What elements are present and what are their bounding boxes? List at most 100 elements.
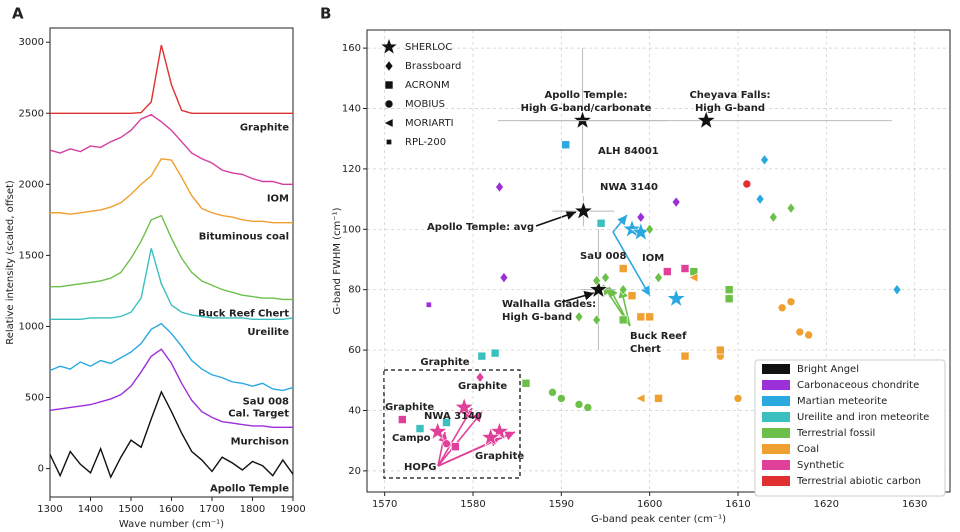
annotation: IOM	[642, 253, 664, 264]
y-tick-label: 0	[38, 464, 44, 475]
legend-box	[754, 359, 946, 497]
legend-swatch	[762, 460, 790, 470]
x-tick-label: 1620	[814, 499, 839, 510]
x-tick-label: 1630	[902, 499, 927, 510]
marker	[557, 394, 566, 403]
annotation: HOPG	[404, 462, 436, 473]
annotation: High G-band	[502, 312, 572, 323]
y-tick-label: 100	[342, 224, 361, 235]
annotation: Walhalla Glades:	[502, 299, 596, 310]
x-tick-label: 1300	[37, 504, 62, 515]
marker	[760, 154, 769, 166]
legend-label: MORIARTI	[405, 118, 454, 129]
annotation: Chert	[630, 344, 661, 355]
legend-marker	[386, 139, 392, 145]
marker	[477, 351, 487, 361]
y-axis-label: G-band FWHM (cm⁻¹)	[332, 207, 343, 314]
x-axis-label: G-band peak center (cm⁻¹)	[591, 514, 726, 525]
panel-label: A	[12, 5, 24, 23]
marker	[592, 314, 602, 326]
panel-label: B	[320, 5, 331, 23]
legend-swatch	[762, 476, 790, 486]
marker	[574, 400, 584, 409]
legend-label: Synthetic	[797, 460, 844, 471]
marker	[592, 274, 602, 287]
marker	[398, 415, 407, 424]
legend-swatch	[762, 444, 790, 454]
marker	[451, 442, 460, 452]
spectrum-line	[49, 113, 293, 186]
marker	[654, 271, 663, 284]
series-label: Ureilite	[247, 327, 289, 338]
marker	[499, 271, 509, 284]
marker	[480, 426, 501, 447]
marker	[755, 193, 765, 205]
legend-label: ACRONM	[405, 80, 450, 91]
y-tick-label: 120	[342, 164, 361, 175]
annotation: Cheyava Falls:	[689, 90, 770, 101]
arrow	[561, 290, 595, 303]
annotation: Apollo Temple: avg	[427, 222, 534, 233]
marker	[696, 109, 717, 130]
legend-label: Carbonaceous chondrite	[797, 380, 919, 391]
y-tick-label: 1000	[19, 321, 44, 332]
annotation: Graphite	[458, 381, 507, 392]
annotation: NWA 3140	[600, 182, 658, 193]
y-tick-label: 20	[348, 466, 361, 477]
marker	[618, 315, 628, 325]
series-label: Murchison	[231, 436, 289, 447]
marker	[688, 272, 699, 283]
spectrum-line	[49, 322, 294, 392]
plot-frame	[366, 29, 951, 493]
marker	[618, 283, 628, 296]
x-tick-label: 1800	[240, 504, 265, 515]
marker	[636, 211, 646, 223]
marker	[618, 264, 628, 273]
y-tick-label: 160	[342, 43, 361, 54]
marker	[490, 348, 500, 358]
marker	[786, 297, 796, 307]
marker	[645, 223, 655, 235]
marker	[601, 271, 610, 284]
y-axis-label: Relative intensity (scaled, offset)	[5, 180, 16, 345]
annotation: Campo	[392, 433, 431, 444]
marker	[489, 420, 510, 441]
marker	[724, 294, 734, 304]
legend-label: SHERLOC	[405, 42, 452, 53]
marker	[548, 388, 557, 397]
marker	[768, 211, 778, 223]
annotation: Buck Reef	[630, 331, 687, 342]
marker	[680, 351, 690, 361]
legend-marker	[384, 99, 394, 109]
y-tick-label: 60	[348, 345, 361, 356]
marker	[724, 285, 734, 294]
y-tick-label: 2000	[19, 179, 44, 190]
annotation: High G-band	[695, 103, 765, 114]
arrow	[437, 411, 483, 467]
x-tick-label: 1580	[460, 499, 485, 510]
marker	[442, 418, 451, 427]
legend-swatch	[762, 428, 790, 438]
y-tick-label: 1500	[19, 250, 44, 261]
annotation: Graphite	[475, 451, 524, 462]
legend-label: Martian meteorite	[797, 396, 887, 407]
annotation: High G-band/carbonate	[521, 103, 652, 114]
y-tick-label: 80	[348, 285, 361, 296]
inset-box	[383, 369, 521, 479]
marker	[645, 312, 654, 322]
marker	[561, 140, 571, 150]
series-label: Cal. Target	[228, 409, 289, 420]
marker	[786, 202, 796, 214]
annotation: ALH 84001	[598, 146, 659, 157]
x-tick-label: 1500	[118, 504, 143, 515]
annotation: NWA 3140	[424, 411, 482, 422]
legend-label: Coal	[797, 444, 819, 455]
y-tick-label: 40	[348, 405, 361, 416]
marker	[733, 394, 743, 403]
x-tick-label: 1570	[372, 499, 397, 510]
series-label: Buck Reef Chert	[198, 308, 289, 319]
legend-label: Brassboard	[405, 61, 461, 72]
marker	[804, 330, 813, 340]
marker	[635, 393, 646, 404]
